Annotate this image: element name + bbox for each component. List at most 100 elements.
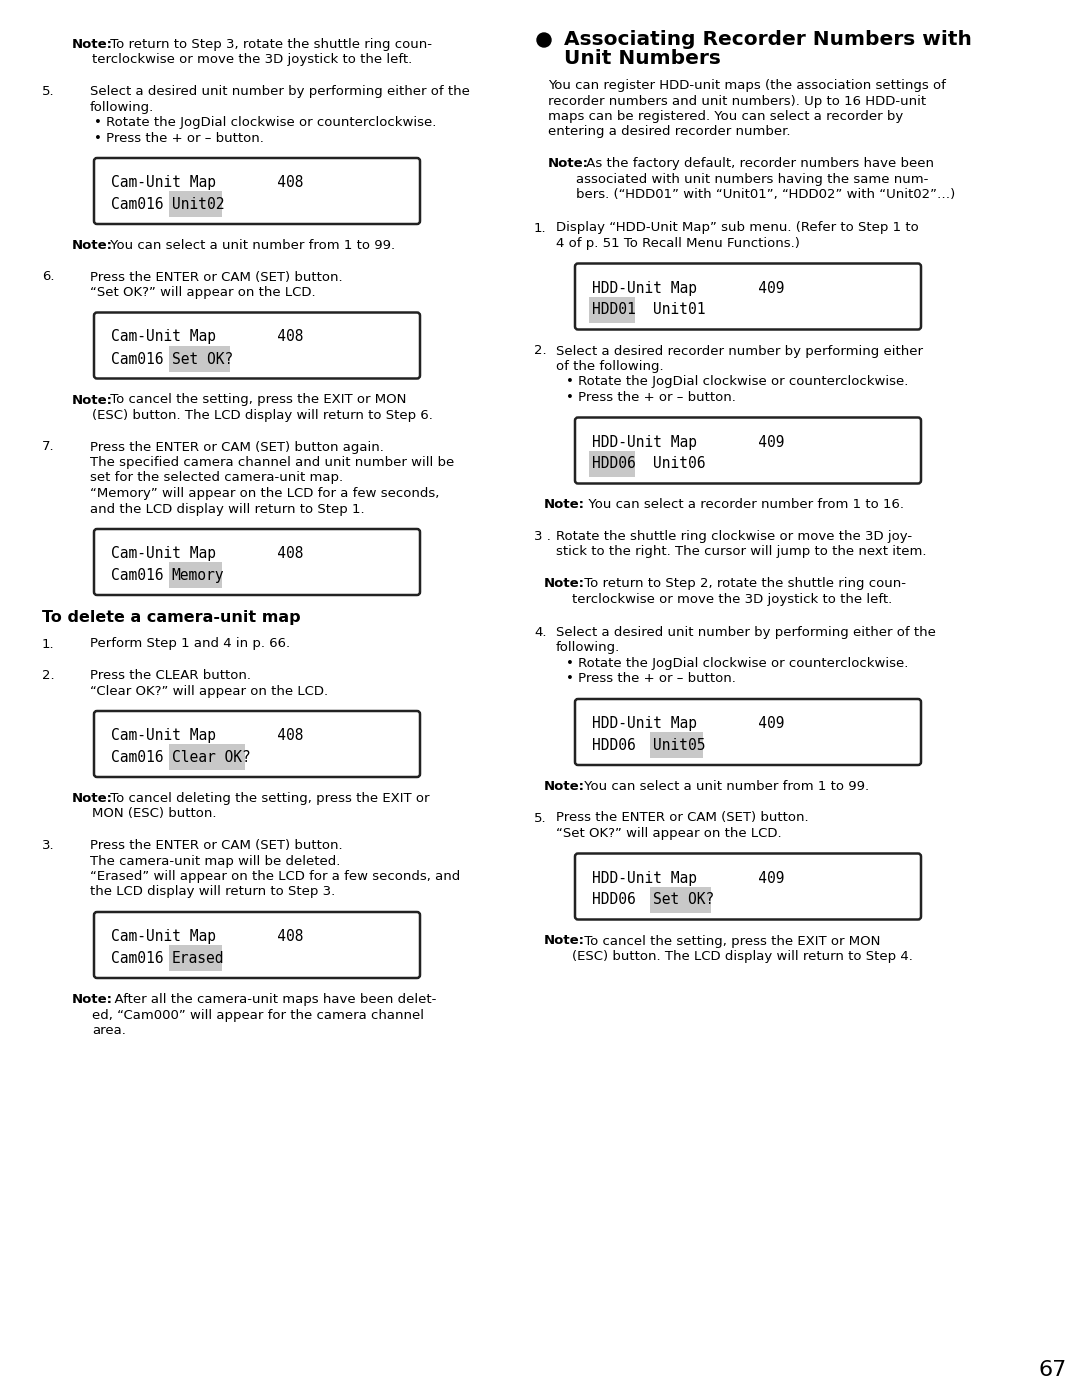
Text: To cancel the setting, press the EXIT or MON: To cancel the setting, press the EXIT or… — [106, 393, 406, 407]
Text: “Erased” will appear on the LCD for a few seconds, and: “Erased” will appear on the LCD for a fe… — [90, 870, 460, 883]
FancyBboxPatch shape — [94, 912, 420, 978]
Text: 5.: 5. — [42, 85, 55, 98]
Text: 4.: 4. — [534, 625, 546, 639]
Text: “Clear OK?” will appear on the LCD.: “Clear OK?” will appear on the LCD. — [90, 684, 328, 698]
Text: stick to the right. The cursor will jump to the next item.: stick to the right. The cursor will jump… — [556, 546, 927, 558]
Bar — [168, 744, 245, 769]
Text: of the following.: of the following. — [556, 360, 663, 374]
Text: • Press the + or – button.: • Press the + or – button. — [566, 390, 735, 404]
Text: The camera-unit map will be deleted.: The camera-unit map will be deleted. — [90, 855, 340, 867]
Text: To cancel deleting the setting, press the EXIT or: To cancel deleting the setting, press th… — [106, 792, 430, 804]
Text: Select a desired unit number by performing either of the: Select a desired unit number by performi… — [90, 85, 470, 98]
Bar — [168, 192, 222, 217]
Text: 1.: 1. — [42, 638, 55, 651]
Text: Unit06: Unit06 — [652, 456, 705, 471]
Bar — [650, 887, 711, 912]
Bar — [589, 450, 635, 477]
Bar — [168, 562, 222, 588]
FancyBboxPatch shape — [575, 263, 921, 330]
Text: Memory: Memory — [172, 568, 225, 583]
Text: Note:: Note: — [544, 781, 585, 793]
Text: Note:: Note: — [72, 993, 113, 1006]
Text: HDD-Unit Map       409: HDD-Unit Map 409 — [592, 281, 784, 295]
Text: HDD-Unit Map       409: HDD-Unit Map 409 — [592, 870, 784, 886]
Text: HDD06: HDD06 — [592, 739, 636, 753]
Text: 1.: 1. — [534, 221, 546, 235]
Text: Display “HDD-Unit Map” sub menu. (Refer to Step 1 to: Display “HDD-Unit Map” sub menu. (Refer … — [556, 221, 919, 235]
Text: You can register HDD-unit maps (the association settings of: You can register HDD-unit maps (the asso… — [548, 78, 946, 92]
Text: Cam-Unit Map       408: Cam-Unit Map 408 — [111, 175, 303, 190]
Text: HDD01: HDD01 — [592, 302, 636, 318]
Bar — [650, 732, 703, 758]
Text: • Rotate the JogDial clockwise or counterclockwise.: • Rotate the JogDial clockwise or counte… — [94, 116, 436, 129]
Text: To cancel the setting, press the EXIT or MON: To cancel the setting, press the EXIT or… — [580, 935, 880, 947]
Bar — [168, 944, 222, 971]
Text: You can select a unit number from 1 to 99.: You can select a unit number from 1 to 9… — [106, 239, 395, 252]
Text: Cam016: Cam016 — [111, 197, 163, 213]
Text: Set OK?: Set OK? — [652, 893, 714, 908]
Text: Press the ENTER or CAM (SET) button.: Press the ENTER or CAM (SET) button. — [90, 270, 342, 284]
Text: • Press the + or – button.: • Press the + or – button. — [566, 673, 735, 686]
Text: 6.: 6. — [42, 270, 54, 284]
Text: terclockwise or move the 3D joystick to the left.: terclockwise or move the 3D joystick to … — [572, 593, 892, 606]
FancyBboxPatch shape — [94, 529, 420, 595]
Text: area.: area. — [92, 1024, 126, 1037]
Text: bers. (“HDD01” with “Unit01”, “HDD02” with “Unit02”…): bers. (“HDD01” with “Unit01”, “HDD02” wi… — [576, 187, 955, 201]
Text: 3 .: 3 . — [534, 530, 551, 543]
FancyBboxPatch shape — [575, 417, 921, 484]
Text: terclockwise or move the 3D joystick to the left.: terclockwise or move the 3D joystick to … — [92, 53, 413, 67]
Text: The specified camera channel and unit number will be: The specified camera channel and unit nu… — [90, 456, 455, 469]
Text: Select a desired unit number by performing either of the: Select a desired unit number by performi… — [556, 625, 936, 639]
FancyBboxPatch shape — [575, 853, 921, 919]
Text: the LCD display will return to Step 3.: the LCD display will return to Step 3. — [90, 886, 335, 898]
Text: Unit05: Unit05 — [652, 739, 705, 753]
Text: Note:: Note: — [544, 935, 585, 947]
Text: 4 of p. 51 To Recall Menu Functions.): 4 of p. 51 To Recall Menu Functions.) — [556, 236, 800, 250]
Text: Clear OK?: Clear OK? — [172, 750, 251, 765]
Text: Note:: Note: — [72, 239, 113, 252]
Text: Cam-Unit Map       408: Cam-Unit Map 408 — [111, 330, 303, 344]
Text: 7.: 7. — [42, 441, 55, 453]
Text: associated with unit numbers having the same num-: associated with unit numbers having the … — [576, 172, 929, 186]
Text: Press the ENTER or CAM (SET) button.: Press the ENTER or CAM (SET) button. — [556, 811, 809, 824]
Text: Set OK?: Set OK? — [172, 351, 233, 367]
Text: Note:: Note: — [72, 393, 113, 407]
Text: Unit01: Unit01 — [652, 302, 705, 318]
Text: Unit Numbers: Unit Numbers — [564, 49, 720, 67]
Text: Cam016: Cam016 — [111, 951, 163, 965]
Text: Cam016: Cam016 — [111, 351, 163, 367]
Text: Note:: Note: — [72, 38, 113, 50]
Text: set for the selected camera-unit map.: set for the selected camera-unit map. — [90, 471, 343, 484]
Text: Erased: Erased — [172, 951, 225, 965]
Text: Associating Recorder Numbers with: Associating Recorder Numbers with — [564, 29, 972, 49]
Text: Press the ENTER or CAM (SET) button again.: Press the ENTER or CAM (SET) button agai… — [90, 441, 383, 453]
Text: and the LCD display will return to Step 1.: and the LCD display will return to Step … — [90, 502, 365, 515]
Text: Note:: Note: — [548, 157, 589, 171]
Bar — [589, 297, 635, 323]
Text: 5.: 5. — [534, 811, 546, 824]
Text: After all the camera-unit maps have been delet-: After all the camera-unit maps have been… — [106, 993, 436, 1006]
Text: As the factory default, recorder numbers have been: As the factory default, recorder numbers… — [582, 157, 934, 171]
Text: Press the CLEAR button.: Press the CLEAR button. — [90, 669, 251, 681]
Text: recorder numbers and unit numbers). Up to 16 HDD-unit: recorder numbers and unit numbers). Up t… — [548, 95, 927, 108]
Text: • Rotate the JogDial clockwise or counterclockwise.: • Rotate the JogDial clockwise or counte… — [566, 375, 908, 389]
FancyBboxPatch shape — [94, 312, 420, 379]
Text: “Set OK?” will appear on the LCD.: “Set OK?” will appear on the LCD. — [90, 285, 315, 299]
Text: To return to Step 2, rotate the shuttle ring coun-: To return to Step 2, rotate the shuttle … — [580, 576, 906, 590]
FancyBboxPatch shape — [575, 700, 921, 765]
Text: 67: 67 — [1038, 1360, 1066, 1379]
Text: Cam-Unit Map       408: Cam-Unit Map 408 — [111, 546, 303, 561]
Text: Cam016: Cam016 — [111, 568, 163, 583]
Text: 2.: 2. — [534, 344, 546, 358]
FancyBboxPatch shape — [94, 158, 420, 224]
Text: Note:: Note: — [544, 498, 585, 512]
Text: To return to Step 3, rotate the shuttle ring coun-: To return to Step 3, rotate the shuttle … — [106, 38, 432, 50]
Text: You can select a unit number from 1 to 99.: You can select a unit number from 1 to 9… — [580, 781, 869, 793]
Text: HDD-Unit Map       409: HDD-Unit Map 409 — [592, 435, 784, 449]
Text: Cam-Unit Map       408: Cam-Unit Map 408 — [111, 727, 303, 743]
Text: maps can be registered. You can select a recorder by: maps can be registered. You can select a… — [548, 111, 903, 123]
Text: MON (ESC) button.: MON (ESC) button. — [92, 807, 216, 820]
Text: Press the ENTER or CAM (SET) button.: Press the ENTER or CAM (SET) button. — [90, 839, 342, 852]
Text: 2.: 2. — [42, 669, 55, 681]
Text: Note:: Note: — [544, 576, 585, 590]
